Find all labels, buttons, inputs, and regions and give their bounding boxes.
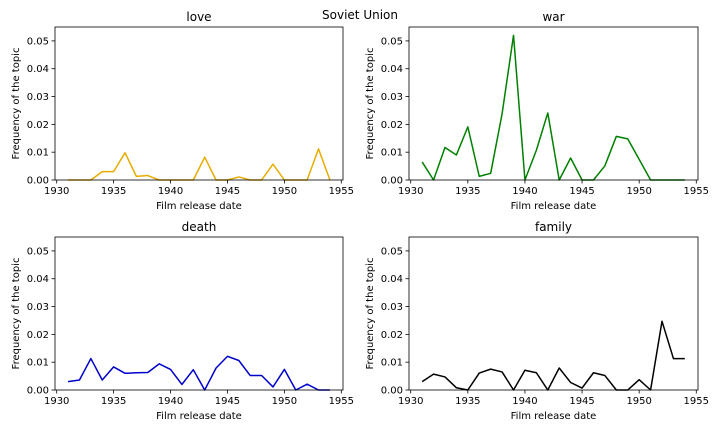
x-tick-label-family-1955: 1955	[684, 396, 709, 407]
x-tick-label-death-1940: 1940	[158, 396, 183, 407]
x-tick-label-love-1940: 1940	[158, 186, 183, 197]
x-tick-label-death-1930: 1930	[44, 396, 69, 407]
x-tick-label-death-1950: 1950	[272, 396, 297, 407]
x-tick-label-love-1935: 1935	[101, 186, 126, 197]
y-tick-label-family-1: 0.01	[381, 358, 403, 369]
x-tick-label-war-1930: 1930	[398, 186, 423, 197]
x-tick-label-war-1950: 1950	[626, 186, 651, 197]
y-axis-label-family: Frequency of the topic	[365, 258, 376, 370]
series-line-war	[421, 34, 685, 181]
x-tick-label-love-1945: 1945	[215, 186, 240, 197]
x-tick-label-love-1955: 1955	[329, 186, 354, 197]
y-tick-label-family-2: 0.02	[381, 330, 403, 341]
y-tick-label-love-2: 0.02	[27, 120, 49, 131]
y-tick-label-death-4: 0.04	[27, 274, 49, 285]
x-tick-label-war-1955: 1955	[684, 186, 709, 197]
y-tick-label-family-4: 0.04	[381, 274, 403, 285]
y-tick-label-love-4: 0.04	[27, 64, 49, 75]
axes-frame-love	[54, 26, 344, 181]
y-tick-label-love-1: 0.01	[27, 148, 49, 159]
x-tick-label-war-1935: 1935	[455, 186, 480, 197]
x-tick-label-family-1950: 1950	[626, 396, 651, 407]
y-tick-label-family-5: 0.05	[381, 246, 403, 257]
panel-title-love: love	[186, 10, 211, 24]
y-tick-label-war-2: 0.02	[381, 120, 403, 131]
y-tick-label-death-1: 0.01	[27, 358, 49, 369]
x-tick-label-love-1930: 1930	[44, 186, 69, 197]
panel-title-death: death	[182, 220, 217, 234]
y-tick-label-war-5: 0.05	[381, 36, 403, 47]
panel-title-family: family	[535, 220, 572, 234]
panel-death: 1930 1935 1940 1945 1950 1955 0.00 0.01 0.02 0.03…	[11, 220, 354, 422]
x-tick-label-family-1940: 1940	[512, 396, 537, 407]
y-tick-label-war-4: 0.04	[381, 64, 403, 75]
panel-family: 1930 1935 1940 1945 1950 1955 0.00 0.01 0.02 0.03…	[365, 220, 709, 422]
y-tick-label-family-3: 0.03	[381, 302, 403, 313]
y-tick-label-family-0: 0.00	[381, 386, 403, 397]
x-tick-label-love-1950: 1950	[272, 186, 297, 197]
y-tick-label-love-3: 0.03	[27, 92, 49, 103]
y-tick-label-war-1: 0.01	[381, 148, 403, 159]
axes-frame-death	[54, 236, 344, 391]
panel-war: 1930 1935 1940 1945 1950 1955 0.00 0.01 0.02 0.03…	[365, 10, 709, 212]
y-tick-label-death-5: 0.05	[27, 246, 49, 257]
axes-frame-war	[408, 26, 699, 181]
y-tick-label-love-0: 0.00	[27, 176, 49, 187]
x-tick-label-death-1935: 1935	[101, 396, 126, 407]
y-axis-label-death: Frequency of the topic	[11, 258, 22, 370]
figure-suptitle: Soviet Union	[322, 8, 398, 22]
series-line-death	[67, 355, 330, 391]
x-axis-label-love: Film release date	[156, 201, 242, 212]
y-tick-label-death-2: 0.02	[27, 330, 49, 341]
series-line-love	[68, 148, 331, 181]
x-tick-label-war-1940: 1940	[512, 186, 537, 197]
series-line-family	[421, 320, 685, 391]
x-axis-label-family: Film release date	[511, 411, 597, 422]
panel-love: 1930 1935 1940 1945 1950 1955 0.00 0.01 0.02 0.03…	[11, 10, 354, 212]
y-tick-label-love-5: 0.05	[27, 36, 49, 47]
axes-frame-family	[408, 236, 699, 391]
y-tick-label-war-3: 0.03	[381, 92, 403, 103]
y-tick-label-death-3: 0.03	[27, 302, 49, 313]
x-tick-label-death-1945: 1945	[215, 396, 240, 407]
x-axis-label-death: Film release date	[156, 411, 242, 422]
x-tick-label-family-1930: 1930	[398, 396, 423, 407]
x-tick-label-family-1935: 1935	[455, 396, 480, 407]
x-axis-label-war: Film release date	[511, 201, 597, 212]
y-tick-label-death-0: 0.00	[27, 386, 49, 397]
y-axis-label-war: Frequency of the topic	[365, 48, 376, 160]
panel-title-war: war	[542, 10, 564, 24]
x-tick-label-death-1955: 1955	[329, 396, 354, 407]
y-tick-label-war-0: 0.00	[381, 176, 403, 187]
x-tick-label-family-1945: 1945	[569, 396, 594, 407]
x-tick-label-war-1945: 1945	[569, 186, 594, 197]
y-axis-label-love: Frequency of the topic	[11, 48, 22, 160]
